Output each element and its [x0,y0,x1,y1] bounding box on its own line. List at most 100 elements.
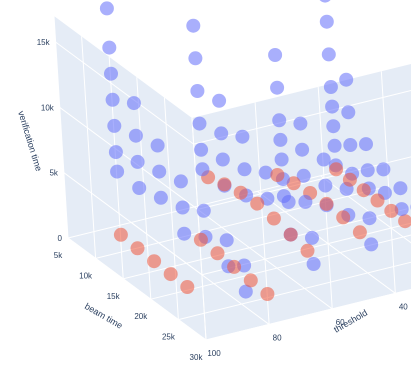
series-a-point [175,200,190,215]
series-a-point [295,142,310,157]
series-a-point [319,0,331,3]
series-b-point [260,287,275,301]
series-a-point [235,129,250,144]
x-tick-labels: 5k 10k 15k 20k 25k 30k [54,251,204,362]
series-b-point [217,177,232,192]
y-gridline [257,190,396,294]
series-a-point [318,178,333,193]
series-a-point [192,116,207,131]
x-tick-label: 15k [107,292,121,301]
series-a-point [195,162,210,177]
series-a-point [327,138,342,153]
series-a-point [194,142,209,157]
series-a-point [238,284,253,299]
series-a-point [110,164,125,179]
series-a-point [130,154,145,169]
series-a-point [173,174,188,189]
series-b-point [233,185,248,200]
series-b-point [266,211,281,226]
series-a-point [188,51,203,66]
x-gridline [81,36,97,259]
series-b-point [286,176,301,191]
series-a-point [326,119,341,134]
series-a-point [186,18,201,33]
z-tick-labels: 0 5k 10k 15k [37,38,63,243]
series-a-point [274,152,289,167]
series-a-point [319,14,334,29]
series-b-point [180,280,195,294]
series-b-point [352,225,367,240]
series-b-point [356,183,371,198]
series-a-point [376,162,391,177]
series-a-point [105,92,120,107]
series-a-point [273,132,288,147]
y-gridline [193,206,333,310]
series-a-point [323,80,338,94]
x-gridline [53,15,69,239]
x-axis-title: beam time [83,301,124,331]
x-tick-label: 25k [162,333,176,342]
series-a-point [316,152,331,167]
series-b-point [193,232,208,247]
series-a-point [360,163,375,178]
series-a-point [153,190,168,205]
series-b-point [163,267,178,282]
series-a-point [212,93,227,108]
series-a-point [325,99,340,114]
series-b-point [384,203,399,218]
series-b-point [130,241,145,256]
series-a-point [215,152,230,167]
series-a-point [102,40,117,55]
z-tick-label: 10k [41,103,55,112]
y-gridline [380,71,396,294]
y-tick-label: 40 [399,302,408,311]
series-a-point [104,66,118,81]
series-b-point [113,227,128,242]
series-b-point [147,254,162,269]
series-a-point [362,211,377,226]
y-tick-label: 80 [273,333,282,342]
x-gridline [150,234,411,300]
z-axis-title: verification time [16,110,44,173]
scene-points [99,0,411,301]
y-gridline [191,117,207,341]
x-tick-label: 20k [134,312,148,321]
series-a-point [196,203,211,218]
z-gridline [67,237,207,341]
x-gridline [163,97,179,320]
series-a-point [321,47,336,62]
series-a-point [359,137,373,152]
series-a-point [190,84,205,98]
series-b-point [283,227,298,242]
series-a-point [108,145,123,160]
y-tick-label: 100 [207,349,221,358]
series-b-point [250,196,265,211]
series-a-point [177,226,192,241]
z-gridline [59,107,199,210]
series-a-point [268,48,283,62]
series-b-point [210,246,225,261]
series-a-point [305,230,319,245]
series-b-point [319,196,334,211]
series-a-point [364,237,379,252]
series-b-point [342,172,357,187]
series-a-point [126,96,141,111]
x-gridline [178,261,411,321]
series-a-point [132,181,147,195]
series-b-point [300,243,315,258]
series-a-point [237,162,252,177]
series-b-point [270,168,285,182]
series-a-point [293,116,308,131]
series-a-point [393,181,408,196]
series-b-point [398,214,411,229]
series-b-point [243,273,258,288]
series-a-point [152,164,167,179]
series-b-point [370,193,385,208]
z-gridline [55,41,194,145]
z-gridline [63,172,203,276]
series-a-point [298,194,313,209]
series-a-point [150,138,165,153]
series-a-point [341,105,356,120]
series-a-point [128,128,143,143]
